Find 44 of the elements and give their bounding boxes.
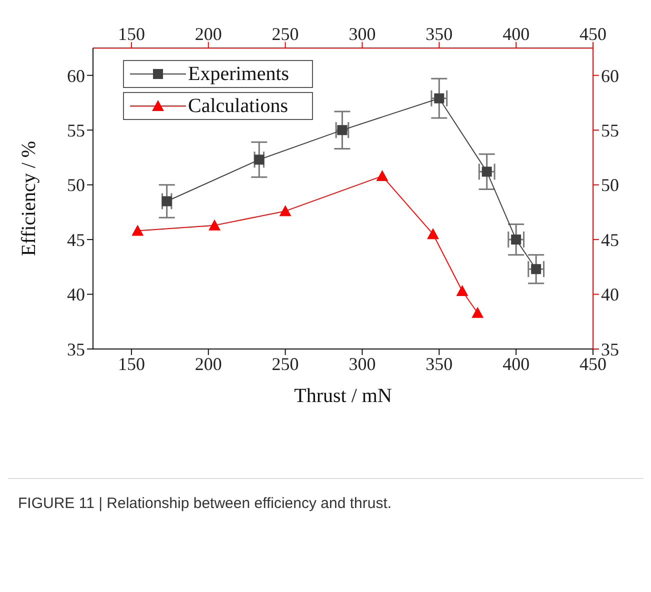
y2-tick-label: 45 bbox=[601, 230, 619, 250]
point bbox=[376, 170, 388, 182]
x-tick-label: 200 bbox=[194, 24, 222, 44]
point bbox=[482, 166, 492, 177]
y2-tick-label: 35 bbox=[601, 339, 619, 360]
point bbox=[279, 205, 292, 216]
x2-tick-label: 300 bbox=[348, 354, 376, 374]
caption: FIGURE 11 | Relationship between efficiency and thrust. bbox=[18, 495, 393, 512]
point bbox=[511, 234, 522, 245]
x2-tick-label: 400 bbox=[502, 354, 530, 374]
y-tick-label: 60 bbox=[67, 66, 85, 86]
point bbox=[162, 196, 172, 206]
y-axis-title: Efficiency / % bbox=[18, 140, 40, 256]
point bbox=[208, 219, 221, 230]
x-tick-label: 250 bbox=[272, 24, 299, 44]
legend-label: Experiments bbox=[188, 62, 290, 86]
point bbox=[132, 224, 144, 236]
point bbox=[531, 264, 542, 274]
y-tick-label: 40 bbox=[67, 284, 85, 305]
x-tick-label: 150 bbox=[118, 24, 145, 44]
point bbox=[456, 284, 468, 296]
x-tick-label: 300 bbox=[348, 24, 376, 44]
point bbox=[472, 306, 484, 318]
y2-tick-label: 55 bbox=[601, 120, 619, 140]
x-axis-title: Thrust / mN bbox=[294, 385, 392, 407]
x-tick-label: 450 bbox=[580, 24, 606, 44]
point bbox=[337, 125, 348, 136]
y-tick-label: 55 bbox=[67, 120, 85, 140]
point bbox=[254, 154, 264, 165]
y2-tick-label: 60 bbox=[601, 66, 619, 86]
x2-tick-label: 150 bbox=[118, 354, 145, 374]
y-tick-label: 45 bbox=[67, 230, 85, 250]
x-tick-label: 350 bbox=[426, 24, 453, 44]
y-tick-label: 50 bbox=[67, 175, 85, 196]
point bbox=[434, 93, 444, 104]
x2-tick-label: 250 bbox=[272, 354, 299, 374]
y2-tick-label: 40 bbox=[601, 284, 619, 305]
x-tick-label: 400 bbox=[502, 24, 530, 44]
x2-tick-label: 350 bbox=[426, 354, 453, 374]
x2-tick-label: 200 bbox=[194, 354, 222, 374]
y2-tick-label: 50 bbox=[601, 175, 619, 196]
y-tick-label: 35 bbox=[67, 339, 85, 360]
point bbox=[427, 228, 439, 240]
legend-label: Calculations bbox=[188, 94, 288, 118]
